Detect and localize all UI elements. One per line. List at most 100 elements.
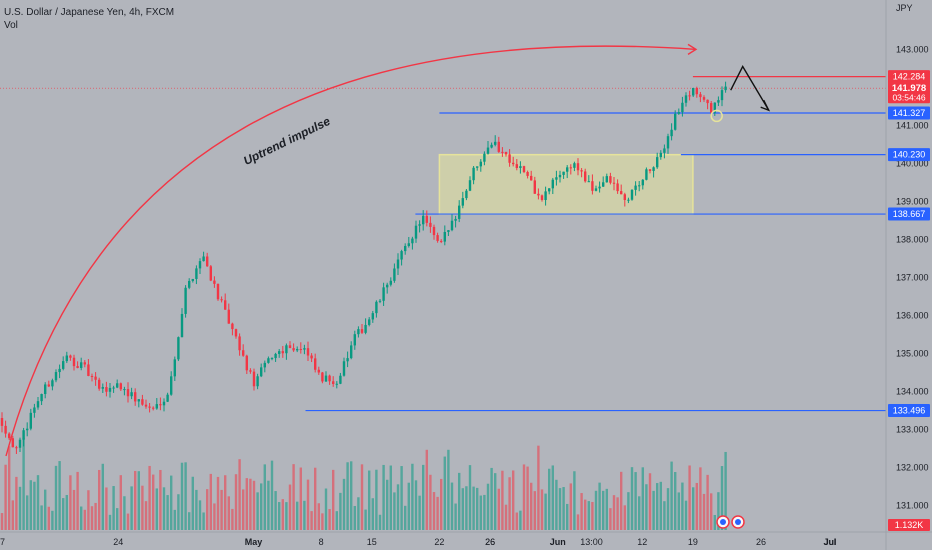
- level-price-tag: [888, 207, 930, 221]
- candle-body: [184, 287, 187, 314]
- volume-bar: [688, 465, 691, 530]
- volume-bar: [130, 486, 133, 530]
- candle-body: [324, 375, 328, 382]
- volume-bar: [94, 502, 97, 530]
- candle-body: [33, 407, 36, 413]
- x-tick-label: 8: [319, 537, 324, 547]
- volume-bar: [173, 509, 176, 530]
- volume-bar: [29, 480, 32, 530]
- candle-body: [533, 180, 536, 194]
- candle-body: [706, 99, 709, 104]
- y-tick-label: 137.000: [896, 272, 929, 282]
- candle-body: [432, 226, 436, 236]
- volume-bar: [627, 492, 630, 530]
- volume-bar: [159, 469, 162, 530]
- candle-body: [404, 245, 407, 252]
- volume-bar: [389, 465, 392, 530]
- candle-body: [11, 438, 14, 448]
- candle-body: [479, 161, 482, 167]
- volume-bar: [328, 509, 331, 530]
- candle-body: [108, 387, 112, 392]
- candle-body: [468, 180, 472, 191]
- volume-bar: [396, 484, 400, 530]
- volume-bar: [267, 480, 270, 530]
- volume-bar: [386, 479, 389, 530]
- candle-body: [65, 355, 68, 362]
- candle-body: [393, 268, 396, 281]
- candle-body: [476, 166, 479, 168]
- volume-bar: [504, 504, 508, 530]
- volume-bar: [443, 456, 446, 530]
- volume-bar: [180, 462, 184, 530]
- level-price-tag: [888, 148, 930, 162]
- volume-bar: [584, 499, 587, 530]
- volume-bar: [177, 494, 180, 530]
- volume-bar: [612, 495, 616, 530]
- volume-bar: [148, 465, 151, 530]
- volume-bar: [238, 459, 241, 530]
- candle-body: [450, 220, 454, 231]
- volume-bar: [652, 490, 655, 530]
- candle-body: [389, 280, 392, 285]
- volume-bar: [414, 480, 418, 530]
- symbol-title[interactable]: U.S. Dollar / Japanese Yen, 4h, FXCM: [4, 7, 175, 18]
- candle-body: [504, 151, 508, 155]
- volume-bar: [519, 510, 522, 530]
- volume-bar: [501, 470, 504, 530]
- volume-bar: [699, 467, 702, 530]
- candle-body: [652, 167, 655, 171]
- volume-bar: [598, 482, 601, 530]
- candle-body: [688, 95, 691, 97]
- volume-bar: [620, 471, 623, 530]
- volume-bar: [450, 482, 454, 530]
- volume-bar: [375, 469, 378, 530]
- volume-bar: [202, 512, 205, 530]
- candle-body: [134, 392, 137, 402]
- candle-body: [407, 243, 410, 246]
- volume-bar: [152, 474, 155, 530]
- volume-bar: [436, 496, 439, 530]
- candle-body: [602, 182, 605, 187]
- currency-label: JPY: [896, 3, 913, 13]
- candle-body: [537, 193, 540, 196]
- volume-bar: [170, 475, 173, 530]
- candle-body: [281, 351, 284, 354]
- candle-body: [310, 355, 313, 359]
- candle-body: [422, 215, 425, 225]
- candle-body: [627, 199, 630, 201]
- volume-indicator-label[interactable]: Vol: [4, 20, 18, 31]
- volume-bar: [314, 467, 317, 530]
- x-tick-label: Jul: [824, 537, 836, 547]
- candle-body: [562, 171, 565, 175]
- candle-body: [216, 283, 220, 300]
- volume-bar: [562, 487, 565, 530]
- volume-bar: [317, 503, 320, 530]
- volume-bar: [684, 500, 688, 530]
- candle-body: [630, 189, 634, 200]
- candle-body: [576, 163, 580, 171]
- volume-bar: [515, 512, 518, 530]
- candle-body: [573, 163, 576, 168]
- volume-bar: [638, 496, 641, 530]
- levels-layer: [0, 76, 886, 412]
- candle-body: [436, 235, 439, 241]
- x-tick-label: 19: [688, 537, 698, 547]
- volume-bar: [206, 489, 209, 530]
- candle-body: [245, 355, 248, 371]
- candle-body: [274, 353, 277, 359]
- volume-bar: [155, 488, 158, 530]
- volume-bar: [400, 466, 403, 530]
- candle-body: [69, 355, 72, 358]
- volume-bar: [512, 470, 515, 530]
- volume-bar: [537, 445, 540, 530]
- candle-body: [447, 230, 450, 232]
- x-tick-label: 12: [637, 537, 647, 547]
- candle-body: [72, 357, 76, 367]
- volume-bar: [555, 479, 558, 530]
- uptrend-arrowhead: [687, 43, 698, 55]
- volume-bar: [656, 483, 659, 530]
- candle-body: [314, 358, 317, 370]
- candle-body: [144, 404, 148, 407]
